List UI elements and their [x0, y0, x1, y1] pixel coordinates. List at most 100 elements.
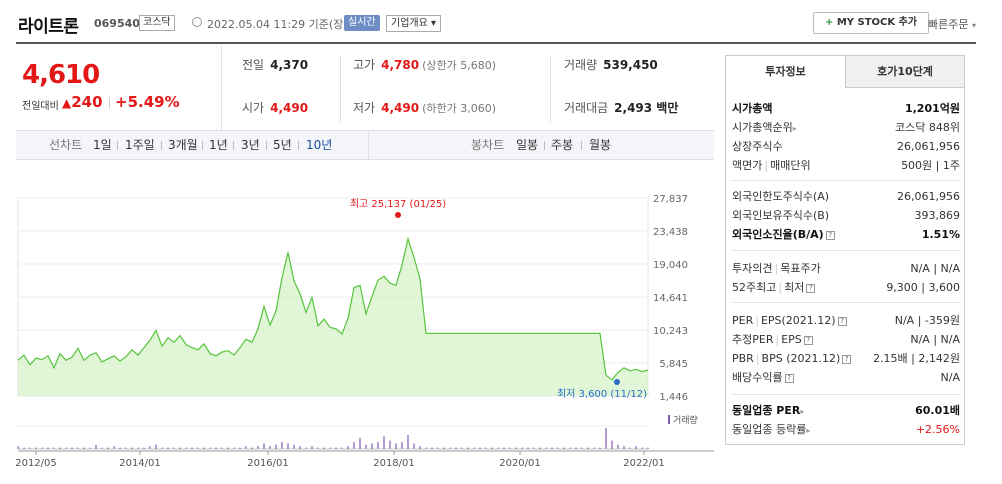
- volume-bar: [539, 447, 541, 449]
- help-icon[interactable]: ?: [784, 374, 794, 383]
- sector-per-label[interactable]: 동일업종 PER: [732, 404, 801, 417]
- unit-label: 매매단위: [770, 159, 811, 172]
- price-line: [17, 236, 649, 381]
- eps-label: EPS(2021.12): [760, 314, 836, 327]
- plus-icon: +: [824, 17, 834, 28]
- divider: [202, 141, 203, 150]
- help-icon[interactable]: ?: [825, 231, 835, 240]
- volume-bar: [275, 444, 277, 449]
- stock-code: 069540: [94, 17, 140, 30]
- tab-period-1d[interactable]: 1일: [93, 138, 112, 152]
- sector-rate-label[interactable]: 동일업종 등락률: [732, 423, 807, 436]
- dividend-row: 배당수익률? N/A: [732, 368, 960, 387]
- volume-bar: [647, 447, 649, 449]
- volume-bar: [515, 447, 517, 449]
- market-cap-rank-label[interactable]: 시가총액순위: [732, 121, 793, 134]
- volume-bar: [455, 447, 457, 449]
- volume-bar: [467, 447, 469, 449]
- volume-bar: [557, 447, 559, 449]
- volume-bar: [425, 447, 427, 449]
- help-icon[interactable]: ?: [842, 355, 852, 364]
- volume-bar: [605, 428, 607, 449]
- current-price: 4,610: [22, 60, 100, 90]
- x-tick-label: 2018/01: [373, 458, 415, 469]
- volume: 거래량 539,450: [564, 46, 658, 84]
- y-tick-label: 27,837: [653, 194, 688, 205]
- divider: [298, 141, 299, 150]
- volume-bar: [509, 447, 511, 449]
- line-chart-label: 선차트: [49, 138, 83, 152]
- market-cap-rank-row: 시가총액순위▸ 코스닥 848위: [732, 118, 960, 137]
- volume-bar: [563, 447, 565, 449]
- volume-bar: [95, 444, 97, 449]
- volume-bar: [185, 447, 187, 449]
- volume-bar: [251, 447, 253, 449]
- pbr-bps-value: 2.15배 | 2,142원: [873, 352, 960, 365]
- volume-bar: [473, 447, 475, 449]
- divider: [732, 394, 960, 395]
- realtime-badge: 실시간: [344, 15, 380, 31]
- volume-bar: [287, 443, 289, 449]
- divider: |: [755, 314, 759, 327]
- y-tick-label: 19,040: [653, 260, 688, 271]
- shares-row: 상장주식수 26,061,956: [732, 137, 960, 156]
- volume-bar: [503, 447, 505, 449]
- help-icon[interactable]: ?: [806, 284, 816, 293]
- volume-bar: [77, 447, 79, 449]
- tab-period-1y[interactable]: 1년: [209, 138, 228, 152]
- volume-bar: [383, 436, 385, 449]
- target-label: 목표주가: [780, 262, 821, 275]
- week52-row: 52주최고 | 최저? 9,300 | 3,600: [732, 278, 960, 297]
- volume-bar: [371, 443, 373, 449]
- quick-order-label: 빠른주문: [928, 18, 969, 31]
- tab-period-10y[interactable]: 10년: [306, 138, 333, 152]
- tab-period-3m[interactable]: 3개월: [168, 138, 198, 152]
- tab-investment-info[interactable]: 투자정보: [726, 56, 846, 88]
- bps-label: BPS (2021.12): [761, 352, 841, 365]
- company-overview-dropdown[interactable]: 기업개요 ▾: [386, 15, 441, 32]
- volume-bar: [593, 447, 595, 449]
- volume-bar: [443, 447, 445, 449]
- volume-bar: [167, 447, 169, 449]
- price-chart: 27,837 23,438 19,040 14,641 10,243 5,845 1,446…: [16, 160, 714, 484]
- tab-period-1w[interactable]: 1주일: [125, 138, 155, 152]
- volume-bar: [413, 443, 415, 449]
- par-unit-value: 500원 | 1주: [901, 159, 960, 172]
- market-cap-row: 시가총액 1,201억원: [732, 99, 960, 118]
- divider: |: [764, 159, 769, 172]
- volume-bar: [479, 447, 481, 449]
- divider: [544, 141, 545, 150]
- volume-bar: [419, 446, 421, 449]
- tab-candle-monthly[interactable]: 월봉: [589, 138, 612, 152]
- min-price-marker: [614, 379, 620, 385]
- tab-orderbook[interactable]: 호가10단계: [846, 56, 964, 88]
- volume-bar: [53, 447, 55, 449]
- tab-period-3y[interactable]: 3년: [241, 138, 260, 152]
- tab-candle-weekly[interactable]: 주봉: [551, 138, 574, 152]
- divider: [550, 56, 551, 122]
- opinion-target-value: N/A | N/A: [910, 262, 960, 275]
- volume-bar: [377, 442, 379, 449]
- add-mystock-button[interactable]: + MY STOCK 추가: [813, 12, 929, 34]
- volume-bar: [635, 446, 637, 449]
- pbr-bps-row: PBR | BPS (2021.12)? 2.15배 | 2,142원: [732, 349, 960, 368]
- tab-period-5y[interactable]: 5년: [273, 138, 292, 152]
- volume-bar: [599, 447, 601, 449]
- volume-bar: [305, 447, 307, 449]
- opinion-target-row: 투자의견 | 목표주가 N/A | N/A: [732, 259, 960, 278]
- quick-order-button[interactable]: 빠른주문 ▾: [928, 16, 976, 32]
- est-per-eps-value: N/A | N/A: [910, 333, 960, 346]
- foreign-limit-row: 외국인한도주식수(A) 26,061,956: [732, 187, 960, 206]
- tab-candle-daily[interactable]: 일봉: [516, 138, 539, 152]
- open-value: 4,490: [270, 101, 309, 115]
- help-icon[interactable]: ?: [803, 336, 813, 345]
- volume-bar: [209, 447, 211, 449]
- divider: [109, 97, 110, 109]
- price-chart-svg: 27,837 23,438 19,040 14,641 10,243 5,845 1,446…: [16, 194, 714, 469]
- volume-bar: [641, 447, 643, 449]
- volume-bar: [215, 447, 217, 449]
- prev-close-label: 전일: [242, 58, 265, 72]
- low-price: 저가 4,490 (하한가 3,060): [353, 89, 496, 127]
- volume-bar: [17, 446, 19, 449]
- help-icon[interactable]: ?: [837, 317, 847, 326]
